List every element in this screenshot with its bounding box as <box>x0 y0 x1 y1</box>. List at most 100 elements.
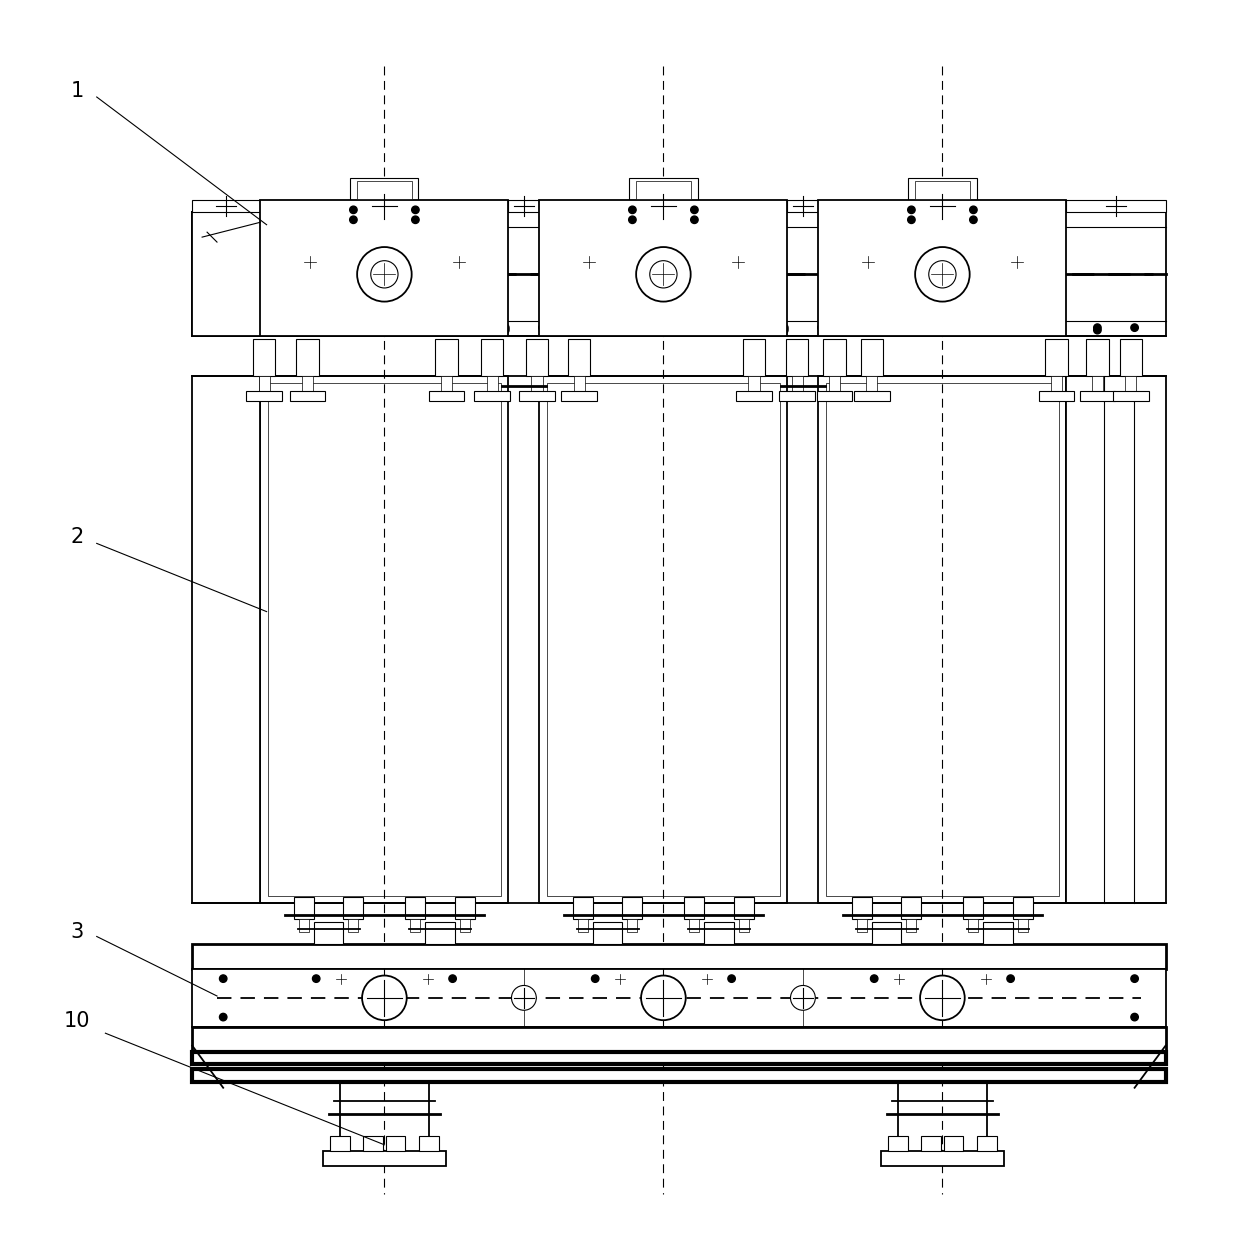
Bar <box>1086 338 1109 376</box>
Circle shape <box>350 206 357 213</box>
Bar <box>622 897 642 919</box>
Bar <box>343 897 363 919</box>
Bar <box>1114 391 1148 401</box>
Bar <box>539 376 787 904</box>
Bar <box>573 376 585 391</box>
Bar <box>1080 391 1115 401</box>
Bar <box>689 919 699 931</box>
Bar <box>1066 376 1166 904</box>
Bar <box>823 338 846 376</box>
Bar <box>636 181 692 198</box>
Circle shape <box>362 976 407 1020</box>
Bar <box>192 376 260 904</box>
Circle shape <box>412 216 419 223</box>
Circle shape <box>203 324 211 332</box>
Bar <box>386 1136 405 1151</box>
Circle shape <box>929 261 956 288</box>
Bar <box>441 376 451 391</box>
Circle shape <box>1008 324 1013 329</box>
Bar <box>901 897 921 919</box>
Bar <box>792 376 804 391</box>
Circle shape <box>728 975 735 982</box>
Circle shape <box>1007 975 1014 982</box>
Bar <box>1120 338 1142 376</box>
Bar <box>908 177 977 212</box>
Circle shape <box>539 324 547 332</box>
Bar <box>410 919 420 931</box>
Circle shape <box>219 1013 227 1021</box>
Bar <box>330 1136 350 1151</box>
Bar <box>1092 376 1104 391</box>
Text: 10: 10 <box>63 1011 91 1031</box>
Bar <box>322 1151 446 1166</box>
Bar <box>977 1136 997 1151</box>
Bar <box>704 921 734 943</box>
Bar <box>866 376 878 391</box>
Bar <box>888 1136 908 1151</box>
Circle shape <box>629 216 636 223</box>
Circle shape <box>915 247 970 302</box>
Bar <box>852 897 872 919</box>
Circle shape <box>1094 324 1101 332</box>
Bar <box>983 921 1013 943</box>
Circle shape <box>970 216 977 223</box>
Circle shape <box>781 324 789 332</box>
Bar <box>818 200 1066 336</box>
Bar <box>405 897 425 919</box>
Bar <box>861 338 883 376</box>
Bar <box>296 338 319 376</box>
Bar <box>818 376 1066 904</box>
Bar <box>593 921 622 943</box>
Bar <box>258 376 270 391</box>
Bar <box>1045 338 1068 376</box>
Bar <box>425 921 455 943</box>
Bar <box>627 919 637 931</box>
Bar <box>192 212 267 336</box>
Bar <box>429 391 464 401</box>
Circle shape <box>691 206 698 213</box>
Bar <box>857 919 867 931</box>
Bar <box>830 376 841 391</box>
Circle shape <box>1131 975 1138 982</box>
Circle shape <box>791 986 816 1011</box>
Bar <box>539 200 787 336</box>
Bar <box>508 200 539 212</box>
Circle shape <box>501 327 510 334</box>
Bar <box>350 177 418 212</box>
Bar <box>854 391 889 401</box>
Bar <box>1018 919 1028 931</box>
Bar <box>290 391 325 401</box>
Bar <box>906 919 916 931</box>
Bar <box>780 391 815 401</box>
Circle shape <box>312 975 320 982</box>
Bar <box>475 391 510 401</box>
Bar <box>247 391 281 401</box>
Circle shape <box>729 324 734 329</box>
Circle shape <box>629 206 636 213</box>
Bar <box>526 338 548 376</box>
Bar <box>684 897 704 919</box>
Bar <box>547 383 780 896</box>
Bar <box>743 338 765 376</box>
Bar <box>192 200 260 212</box>
Circle shape <box>870 975 878 982</box>
Circle shape <box>920 976 965 1020</box>
Bar <box>880 1151 1004 1166</box>
Circle shape <box>591 975 599 982</box>
Bar <box>532 376 543 391</box>
Bar <box>486 376 498 391</box>
Circle shape <box>371 261 398 288</box>
Circle shape <box>357 247 412 302</box>
Circle shape <box>412 206 419 213</box>
Bar <box>734 897 754 919</box>
Bar <box>455 897 475 919</box>
Circle shape <box>781 327 789 334</box>
Bar <box>435 338 458 376</box>
Bar <box>562 391 596 401</box>
Bar <box>260 200 508 336</box>
Circle shape <box>872 324 877 329</box>
Bar <box>630 177 698 212</box>
Circle shape <box>636 247 691 302</box>
Bar <box>737 391 771 401</box>
Circle shape <box>650 261 677 288</box>
